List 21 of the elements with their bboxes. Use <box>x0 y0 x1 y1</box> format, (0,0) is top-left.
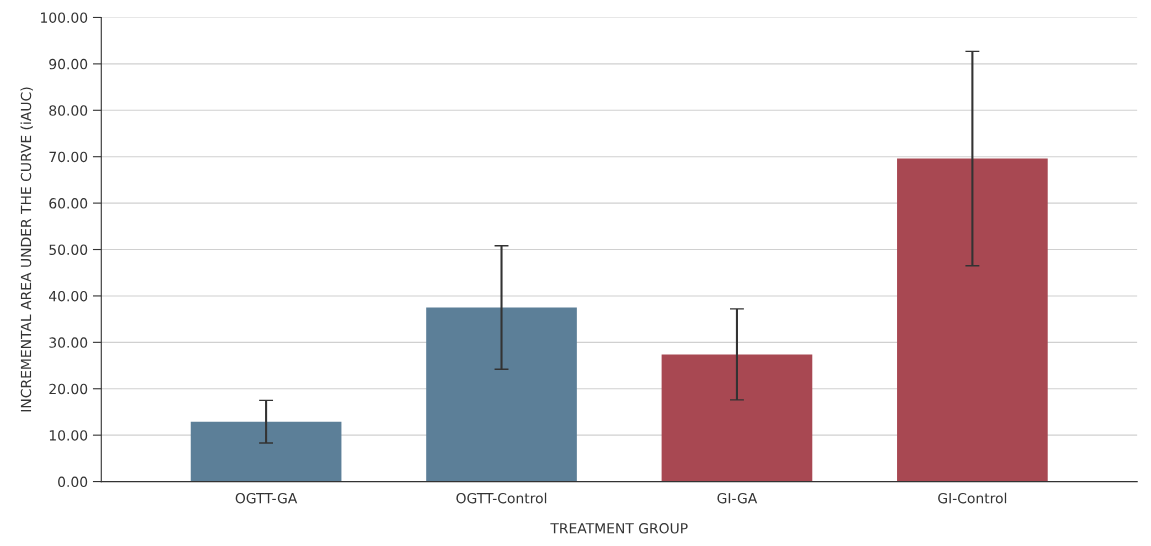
y-tick-label: 90.00 <box>49 58 88 70</box>
y-tick-label: 80.00 <box>49 105 88 116</box>
y-tick-label: 100.00 <box>41 12 88 23</box>
y-tick-label: 20.00 <box>49 383 88 395</box>
bar <box>190 421 342 482</box>
x-axis-title: TREATMENT GROUP <box>550 523 688 534</box>
x-tick-label: GI-GA <box>717 492 758 504</box>
y-tick-label: 0.00 <box>58 476 88 488</box>
y-tick-label: 60.00 <box>49 198 88 209</box>
x-tick-label: OGTT-GA <box>235 492 298 504</box>
y-axis-title: INCREMENTAL AREA UNDER THE CURVE (iAUC) <box>20 87 33 412</box>
y-tick-label: 40.00 <box>49 290 88 302</box>
bar <box>661 354 813 482</box>
y-tick-label: 50.00 <box>49 244 88 255</box>
y-tick-label: 70.00 <box>49 151 88 163</box>
y-tick-label: 30.00 <box>49 337 88 348</box>
y-tick-label: 10.00 <box>49 430 88 441</box>
bar <box>426 307 577 482</box>
bar <box>897 158 1048 482</box>
x-tick-label: OGTT-Control <box>456 492 547 504</box>
x-tick-label: GI-Control <box>938 492 1007 504</box>
